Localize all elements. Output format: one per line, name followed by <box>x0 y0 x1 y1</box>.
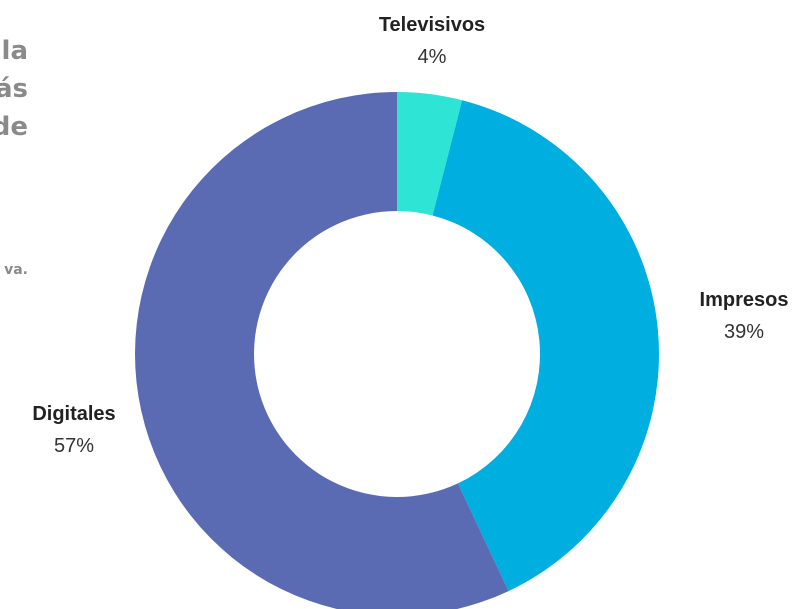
clipped-text-line-3: de <box>0 112 28 142</box>
slice-label-impresos: Impresos <box>700 289 789 311</box>
slice-value-televisivos: 4% <box>418 46 447 68</box>
slice-value-impresos: 39% <box>724 321 764 343</box>
slice-label-digitales: Digitales <box>32 403 115 425</box>
slice-value-digitales: 57% <box>54 435 94 457</box>
clipped-text-line-4: va. <box>4 262 28 278</box>
clipped-text-line-1: la <box>1 36 28 66</box>
clipped-left-text: la ás de va. <box>0 0 40 300</box>
slice-televisivos <box>397 92 463 216</box>
slice-label-televisivos: Televisivos <box>379 14 485 36</box>
slice-labels: Televisivos 4% Impresos 39% Digitales 57% <box>32 14 788 457</box>
donut-slices <box>135 92 660 609</box>
clipped-text-line-2: ás <box>0 74 28 104</box>
slice-impresos <box>432 100 660 592</box>
slice-digitales <box>135 92 509 609</box>
